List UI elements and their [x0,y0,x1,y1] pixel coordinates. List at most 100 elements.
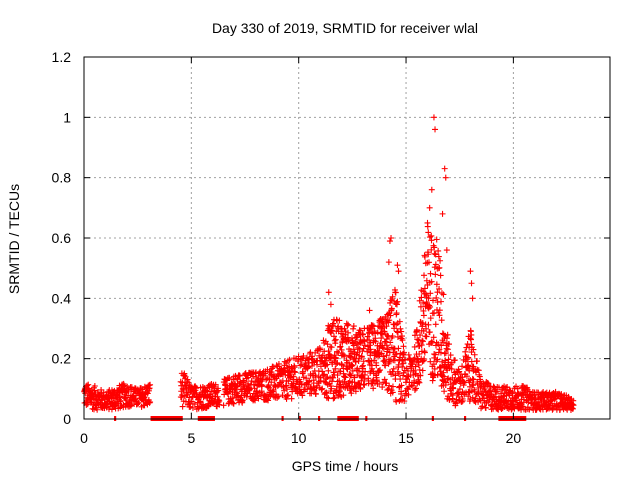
data-point [146,399,153,406]
data-point [427,303,434,310]
data-point [438,317,445,324]
data-point [416,297,423,304]
data-point [425,229,432,236]
data-point [358,374,365,381]
data-point [482,404,489,411]
data-point [258,383,265,390]
data-point [465,354,472,361]
data-point [475,398,482,405]
data-point [397,325,404,332]
data-point [297,362,304,369]
data-point [341,353,348,360]
data-point [325,348,332,355]
data-point [459,363,466,370]
data-point [367,326,374,333]
data-point [377,367,384,374]
x-tick-label: 0 [80,430,88,446]
data-point [334,359,341,366]
data-point [366,307,373,314]
data-point [429,377,436,384]
data-point [379,384,386,391]
data-point [342,374,349,381]
data-point [388,305,395,312]
data-point [303,375,310,382]
data-point [465,362,472,369]
data-point [387,339,394,346]
data-point [385,345,392,352]
data-point [399,363,406,370]
data-point [420,299,427,306]
data-point [275,360,282,367]
data-point [395,361,402,368]
data-point [418,294,425,301]
data-point [398,328,405,335]
data-point [443,247,450,254]
data-point [386,317,393,324]
data-point [332,365,339,372]
data-point [445,356,452,363]
data-point [317,346,324,353]
data-point [350,325,357,332]
data-point [310,377,317,384]
data-point [375,368,382,375]
data-point [322,357,329,364]
data-point [423,333,430,340]
x-tick-label: 15 [398,430,414,446]
data-point [431,244,438,251]
data-point [395,345,402,352]
data-point [428,186,435,193]
data-point [442,350,449,357]
data-point [431,250,438,257]
data-point [381,376,388,383]
data-point [324,361,331,368]
data-point [376,380,383,387]
data-point [357,339,364,346]
data-point [398,382,405,389]
data-point [296,384,303,391]
data-point [186,394,193,401]
data-point [398,390,405,397]
data-point [481,385,488,392]
data-point [336,377,343,384]
data-point [348,390,355,397]
data-point [416,379,423,386]
data-point [82,390,89,397]
data-point [424,219,431,226]
data-point [348,372,355,379]
data-point [299,355,306,362]
data-point [374,329,381,336]
data-point [385,385,392,392]
data-point [349,362,356,369]
x-tick-label: 20 [506,430,522,446]
data-point [248,378,255,385]
data-point [425,259,432,266]
data-point [437,257,444,264]
data-point [445,341,452,348]
data-point [388,235,395,241]
data-point [431,365,438,372]
data-point [394,262,401,269]
data-point [438,290,445,297]
data-point [405,391,412,398]
data-point [430,297,437,304]
data-point [411,332,418,339]
data-point [448,365,455,372]
data-point [378,350,385,357]
data-point [370,385,377,392]
data-point [433,294,440,301]
data-point [352,388,359,395]
data-point [306,378,313,385]
data-point [336,317,343,324]
data-point [383,342,390,349]
data-point [458,398,465,405]
data-point [432,261,439,268]
data-point [330,395,337,402]
data-point [543,406,550,413]
data-point [440,291,447,298]
data-point [379,344,386,351]
data-point [439,372,446,379]
data-point [405,351,412,358]
data-point [389,333,396,340]
data-point [425,321,432,328]
data-point [441,388,448,395]
